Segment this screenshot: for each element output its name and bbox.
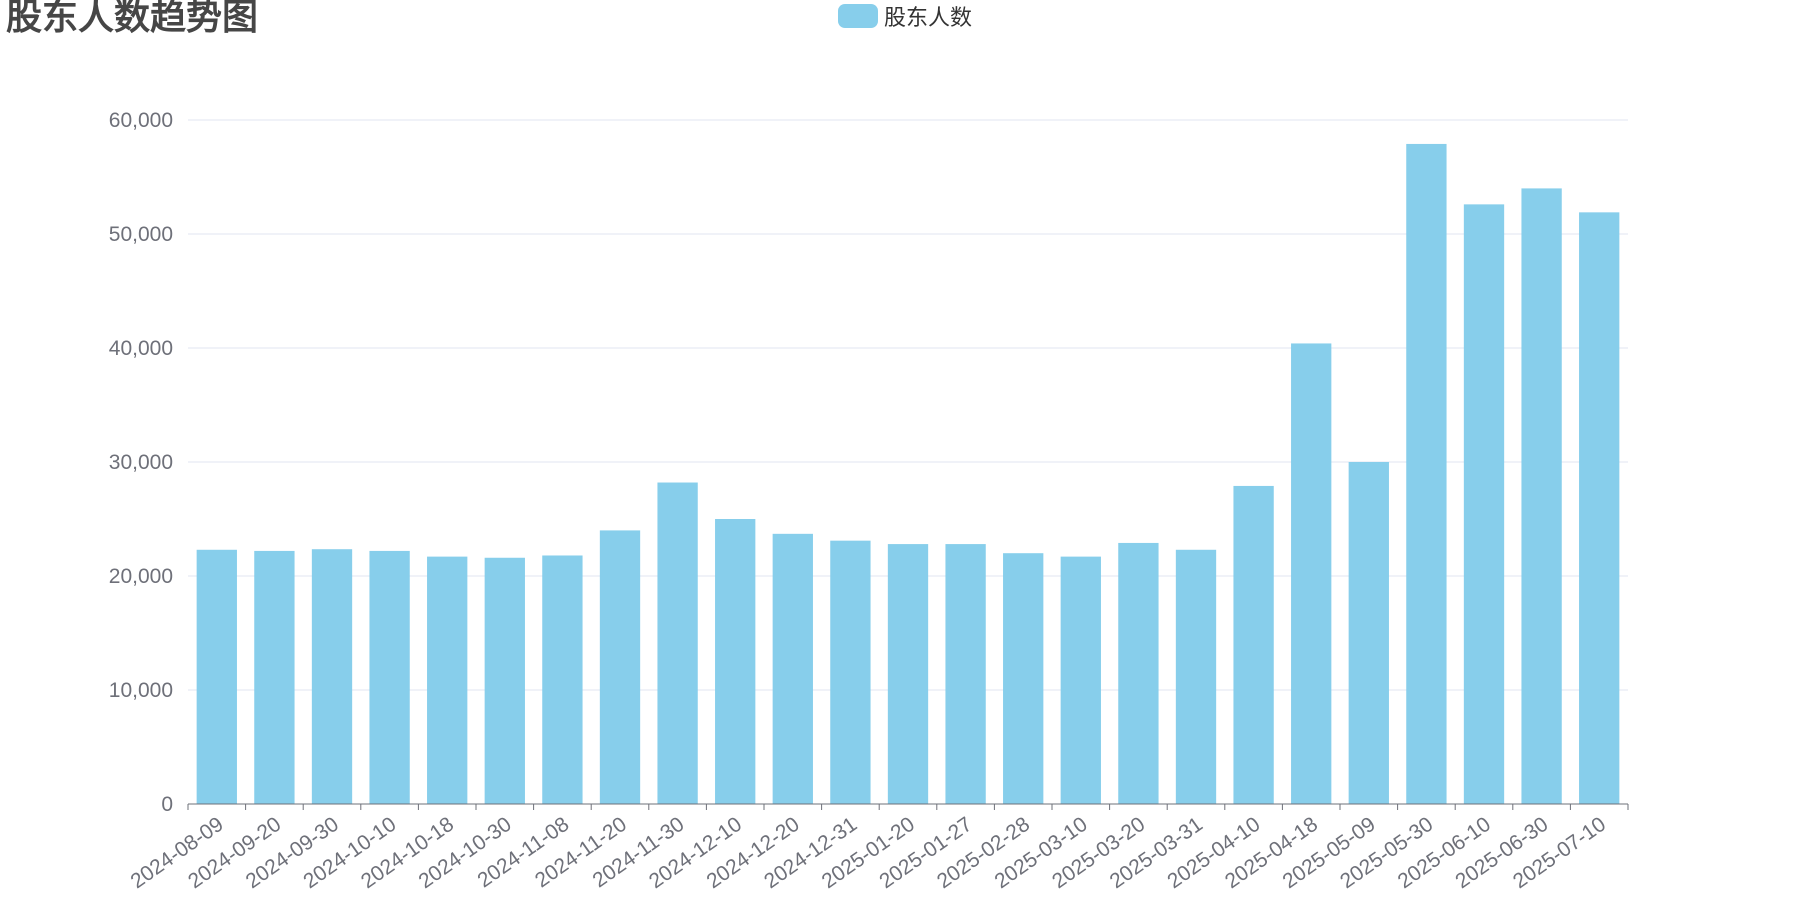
bar[interactable] [1003,553,1044,804]
bar[interactable] [715,519,756,804]
bar[interactable] [1463,204,1505,805]
bar[interactable] [1060,556,1101,804]
chart-title: 股东人数趋势图 [6,0,259,38]
bar[interactable] [311,549,353,804]
bar[interactable] [1521,188,1562,804]
bar[interactable] [1118,542,1159,804]
y-tick-label: 40,000 [109,337,173,360]
bar[interactable] [1233,485,1274,804]
bar[interactable] [254,550,295,804]
bar[interactable] [945,544,986,804]
bar[interactable] [1579,212,1620,805]
bar[interactable] [887,544,929,804]
bar[interactable] [1175,549,1217,804]
bar[interactable] [427,556,468,804]
axes [187,803,1629,810]
legend[interactable]: 股东人数 [838,2,973,31]
y-tick-label: 0 [161,793,173,816]
y-tick-label: 60,000 [109,109,173,132]
bar[interactable] [1291,343,1332,804]
y-tick-label: 10,000 [109,679,173,702]
bar[interactable] [772,533,813,804]
y-tick-label: 50,000 [109,223,173,246]
bar[interactable] [542,555,583,804]
bar[interactable] [599,530,641,804]
bar[interactable] [657,482,698,804]
bars [196,143,1620,805]
bar[interactable] [196,549,237,804]
bar[interactable] [369,550,410,804]
legend-label: 股东人数 [884,6,973,31]
y-tick-label: 20,000 [109,565,173,588]
legend-swatch [838,4,878,28]
bar[interactable] [484,557,525,804]
bar[interactable] [830,540,871,804]
bar[interactable] [1348,462,1389,804]
y-tick-label: 30,000 [109,451,173,474]
bar[interactable] [1406,143,1447,804]
